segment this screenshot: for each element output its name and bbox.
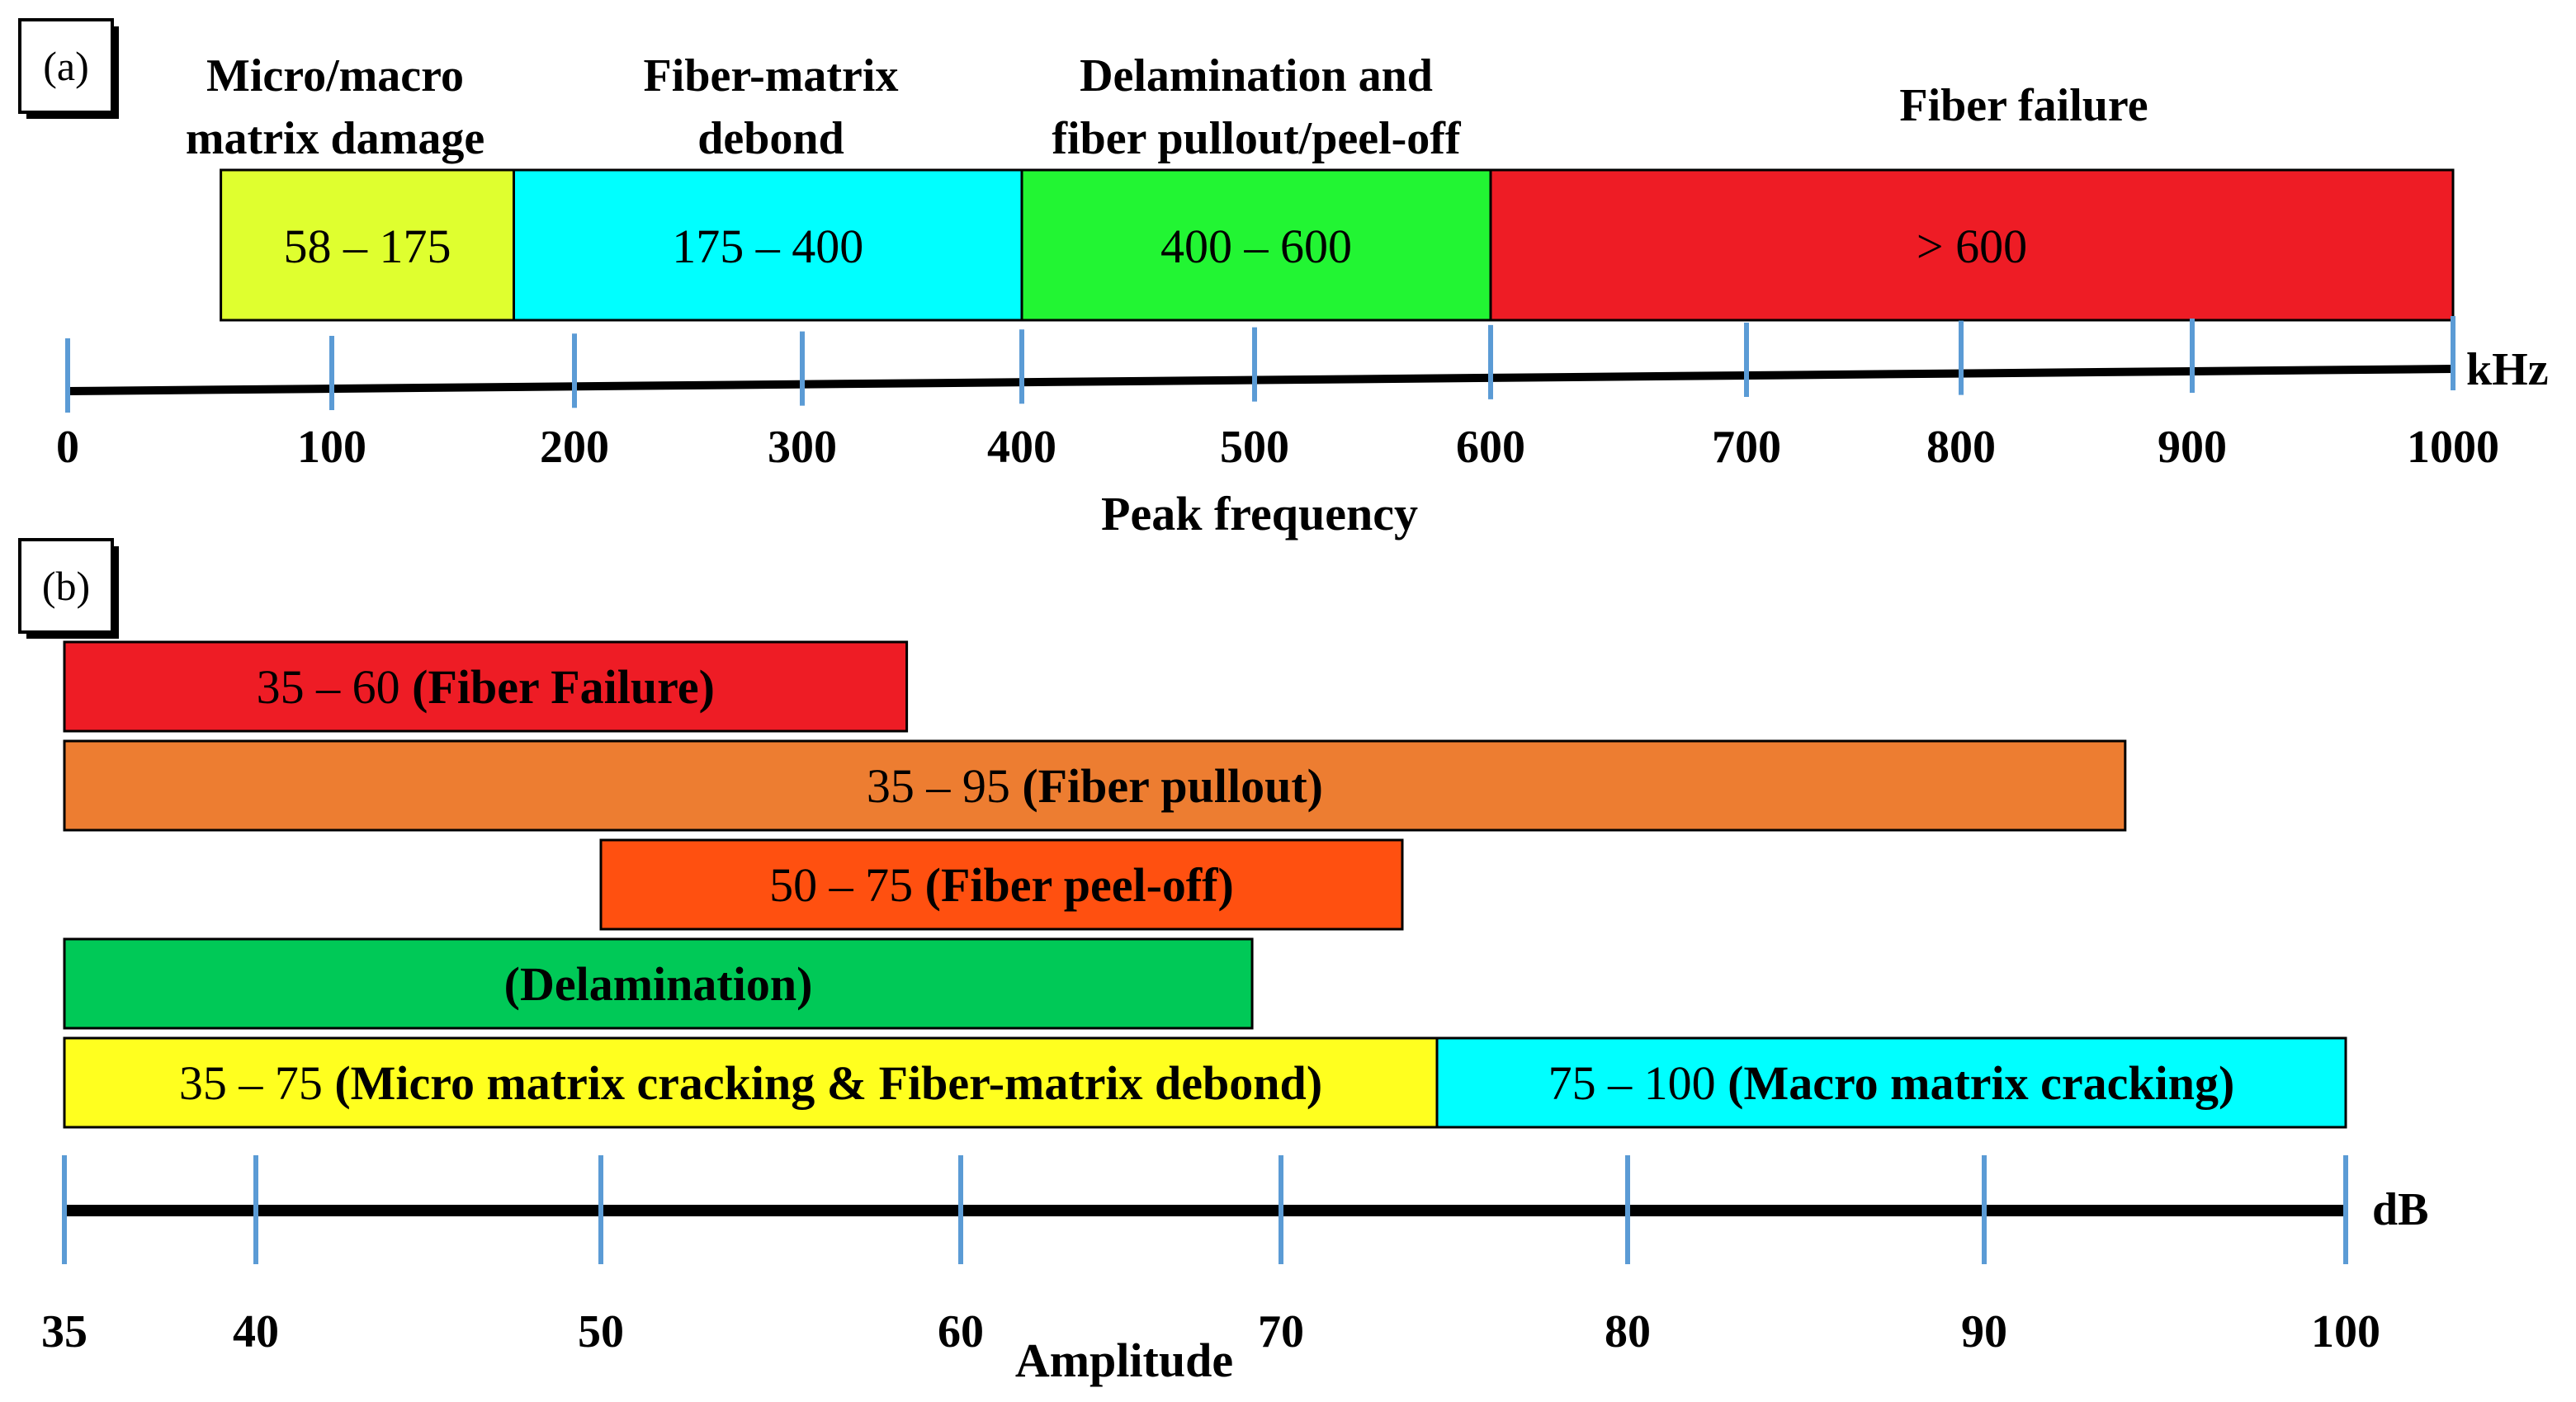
- amplitude-bar-delamination: [63, 937, 1254, 1030]
- range-box-58-175: [220, 168, 515, 322]
- frequency-unit-label: kHz: [2466, 344, 2549, 395]
- amplitude-bar-macro-matrix-cracking-name: (Macro matrix cracking): [1728, 1056, 2234, 1110]
- header-micro-macro-line1: Micro/macro: [206, 50, 464, 101]
- frequency-tick-label-500: 500: [1220, 422, 1289, 473]
- range-box-58-175-label: 58 – 175: [284, 220, 451, 273]
- amplitude-bar-macro-matrix-cracking: [1435, 1036, 2347, 1129]
- frequency-tick-label-1000: 1000: [2407, 422, 2499, 473]
- amplitude-bar-fiber-pullout-label: 35 – 95 (Fiber pullout): [867, 759, 1323, 813]
- amplitude-bar-fiber-peel-off: [599, 838, 1404, 931]
- amplitude-bar-fiber-pullout-range: 35 – 95: [867, 759, 1010, 813]
- frequency-tick-label-700: 700: [1712, 422, 1781, 473]
- amplitude-bar-fiber-pullout-name: (Fiber pullout): [1022, 759, 1323, 813]
- frequency-tick-label-0: 0: [56, 422, 79, 473]
- range-box-400-600: [1020, 168, 1492, 322]
- amplitude-unit-label: dB: [2372, 1184, 2429, 1235]
- amplitude-bar-micro-matrix-cracking-fiber-matrix-debond-name: (Micro matrix cracking & Fiber-matrix de…: [334, 1056, 1322, 1110]
- amplitude-tick-label-80: 80: [1605, 1306, 1651, 1357]
- header-micro-macro-line2: matrix damage: [186, 113, 484, 164]
- header-delamination-line1: Delamination and: [1080, 50, 1433, 101]
- frequency-tick-label-300: 300: [768, 422, 837, 473]
- amplitude-bar-micro-matrix-cracking-fiber-matrix-debond-range: 35 – 75: [179, 1056, 323, 1110]
- header-delamination-line2: fiber pullout/peel-off: [1052, 113, 1462, 164]
- amplitude-bar-fiber-failure-range: 35 – 60: [257, 660, 400, 714]
- header-fiber-matrix-line2: debond: [697, 113, 844, 164]
- panel-a-label-text: (a): [43, 43, 89, 89]
- amplitude-bar-fiber-peel-off-label: 50 – 75 (Fiber peel-off): [769, 858, 1234, 912]
- range-box-175-400: [513, 168, 1023, 322]
- amplitude-axis-ticks: 35 40 50 60 70 80 90 100: [41, 1155, 2380, 1357]
- amplitude-bar-micro-matrix-cracking-fiber-matrix-debond: [63, 1036, 1439, 1129]
- header-fiber-failure: Fiber failure: [1899, 80, 2148, 131]
- panel-a-range-boxes: 58 – 175 175 – 400 400 – 600 > 600: [220, 168, 2455, 322]
- amplitude-bar-fiber-failure-label: 35 – 60 (Fiber Failure): [257, 660, 715, 714]
- panel-a-label: (a): [18, 18, 119, 119]
- frequency-tick-label-400: 400: [987, 422, 1056, 473]
- amplitude-bar-macro-matrix-cracking-label: 75 – 100 (Macro matrix cracking): [1548, 1056, 2235, 1110]
- amplitude-tick-label-70: 70: [1258, 1306, 1304, 1357]
- frequency-axis-line: [67, 365, 2454, 395]
- amplitude-bar-fiber-failure-name: (Fiber Failure): [412, 660, 715, 714]
- amplitude-bar-fiber-pullout: [63, 739, 2127, 832]
- panel-b: (b) 35 – 60 (Fiber Failure) 35 – 95 (Fibe…: [18, 538, 2429, 1387]
- panel-a: (a) Micro/macro matrix damage Fiber-matr…: [18, 18, 2549, 541]
- range-box-400-600-label: 400 – 600: [1160, 220, 1352, 273]
- range-box-600-label: > 600: [1917, 220, 2027, 273]
- amplitude-bar-delamination-name: (Delamination): [504, 957, 813, 1011]
- amplitude-tick-label-40: 40: [233, 1306, 279, 1357]
- amplitude-bar-fiber-peel-off-range: 50 – 75: [769, 858, 913, 912]
- amplitude-tick-label-60: 60: [938, 1306, 984, 1357]
- frequency-tick-label-600: 600: [1456, 422, 1525, 473]
- frequency-tick-label-900: 900: [2158, 422, 2227, 473]
- amplitude-tick-label-90: 90: [1961, 1306, 2007, 1357]
- amplitude-tick-label-100: 100: [2311, 1306, 2380, 1357]
- panel-b-bars: 35 – 60 (Fiber Failure) 35 – 95 (Fiber pu…: [63, 640, 2347, 1129]
- frequency-axis-title: Peak frequency: [1101, 487, 1418, 541]
- amplitude-tick-label-50: 50: [578, 1306, 624, 1357]
- header-fiber-matrix-line1: Fiber-matrix: [644, 50, 899, 101]
- amplitude-bar-macro-matrix-cracking-range: 75 – 100: [1548, 1056, 1716, 1110]
- frequency-tick-label-800: 800: [1926, 422, 1996, 473]
- amplitude-bar-fiber-failure: [63, 640, 909, 733]
- frequency-axis-ticks: 0 100 200 300 400 500 600 700 800 900 1000: [56, 316, 2499, 473]
- panel-b-label-text: (b): [42, 563, 90, 609]
- range-box-175-400-label: 175 – 400: [672, 220, 863, 273]
- range-box-600: [1489, 168, 2455, 322]
- frequency-tick-label-200: 200: [540, 422, 609, 473]
- panel-a-headers: Micro/macro matrix damage Fiber-matrix d…: [186, 50, 2148, 164]
- frequency-tick-label-100: 100: [297, 422, 366, 473]
- amplitude-bar-fiber-peel-off-name: (Fiber peel-off): [925, 858, 1234, 912]
- panel-b-label: (b): [18, 538, 119, 639]
- amplitude-bar-delamination-label: (Delamination): [504, 957, 813, 1011]
- amplitude-tick-label-35: 35: [41, 1306, 87, 1357]
- amplitude-bar-micro-matrix-cracking-fiber-matrix-debond-label: 35 – 75 (Micro matrix cracking & Fiber-m…: [179, 1056, 1322, 1110]
- amplitude-axis-title: Amplitude: [1015, 1334, 1233, 1387]
